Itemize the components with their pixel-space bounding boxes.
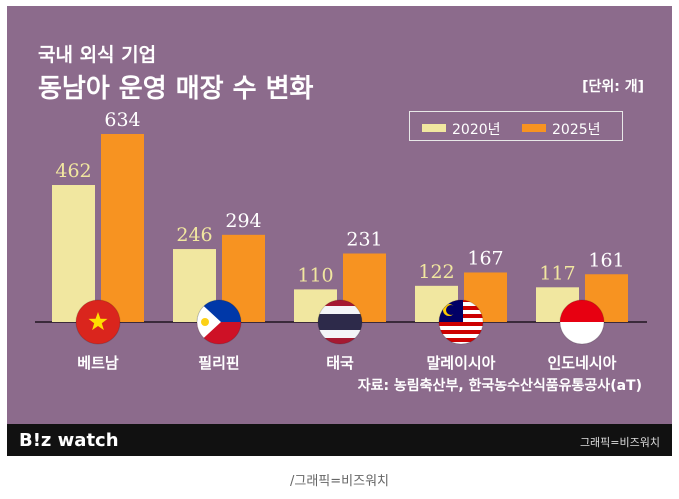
legend-swatch-2025 [522, 124, 546, 132]
image-caption: /그래픽=비즈워치 [290, 474, 389, 489]
value-label: 294 [225, 210, 261, 232]
value-label: 117 [539, 262, 575, 284]
legend-label-2020: 2020년 [452, 122, 501, 138]
unit-label: [단위: 개] [582, 79, 644, 95]
value-label: 167 [467, 247, 503, 269]
value-label: 231 [346, 229, 382, 251]
legend-label-2025: 2025년 [552, 122, 601, 138]
indonesia-flag-icon [559, 299, 605, 345]
bar-2025년-베트남 [101, 134, 144, 322]
bar-chart: 462 634 베트남 246 294 필리핀 110 231 태국 122 167 말레이시아 117… [35, 109, 647, 372]
chart-title-line1: 국내 외식 기업 [38, 44, 157, 66]
bar-2020년-베트남 [52, 185, 95, 322]
value-label: 110 [297, 264, 333, 286]
category-label: 인도네시아 [547, 354, 616, 372]
category-label: 베트남 [77, 354, 119, 372]
category-label: 말레이시아 [426, 354, 495, 372]
category-label: 필리핀 [198, 354, 239, 372]
chart-title-line2: 동남아 운영 매장 수 변화 [38, 74, 314, 104]
source-note: 자료: 농림축산부, 한국농수산식품유통공사(aT) [357, 378, 642, 394]
value-label: 161 [588, 249, 624, 271]
infographic-card: 국내 외식 기업 동남아 운영 매장 수 변화 [단위: 개] 2020년 20… [7, 6, 672, 456]
vietnam-flag-icon [75, 299, 121, 345]
chart-legend: 2020년 2025년 [409, 111, 623, 141]
brand-logo: B!z watch [19, 430, 119, 451]
value-label: 246 [176, 224, 212, 246]
value-label: 462 [55, 160, 91, 182]
category-label: 태국 [326, 354, 354, 372]
philippines-flag-icon [196, 299, 242, 345]
value-label: 634 [104, 109, 140, 131]
footer-bar: B!z watch 그래픽=비즈워치 [7, 424, 672, 456]
legend-swatch-2020 [422, 124, 446, 132]
thailand-flag-icon [317, 299, 363, 345]
graphic-credit: 그래픽=비즈워치 [579, 436, 660, 449]
value-label: 122 [418, 261, 454, 283]
